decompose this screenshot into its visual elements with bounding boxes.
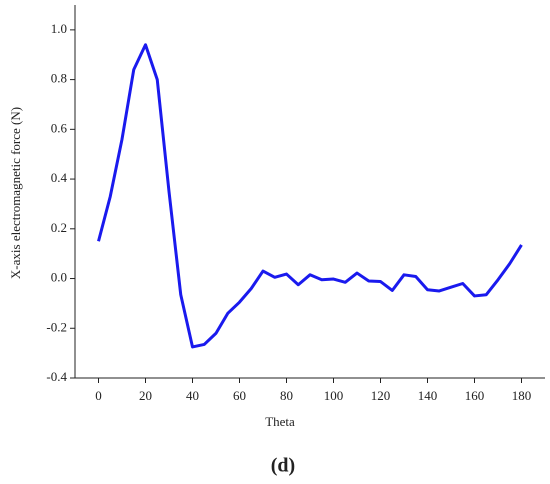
y-tick-label: 0.0 (51, 270, 67, 285)
x-tick-label: 20 (139, 388, 152, 403)
x-tick-label: 120 (371, 388, 391, 403)
line (97, 43, 523, 349)
y-tick-label: 0.2 (51, 220, 67, 235)
y-tick-label: -0.2 (46, 319, 67, 334)
y-tick-label: 0.4 (51, 170, 68, 185)
y-axis-label: X-axis electromagnetic force (N) (8, 107, 23, 279)
x-tick-label: 180 (512, 388, 532, 403)
x-tick-label: 0 (95, 388, 102, 403)
x-tick-label: 40 (186, 388, 199, 403)
y-tick-label: 0.6 (51, 120, 68, 135)
y-tick-label: 0.8 (51, 71, 67, 86)
x-tick-label: 140 (418, 388, 438, 403)
x-tick-label: 80 (280, 388, 293, 403)
caption: (d) (271, 455, 295, 477)
x-tick-label: 60 (233, 388, 246, 403)
y-tick-label: 1.0 (51, 21, 67, 36)
y-tick-label: -0.4 (46, 369, 67, 384)
x-axis-label: Theta (265, 414, 295, 429)
x-tick-label: 100 (324, 388, 344, 403)
x-tick-label: 160 (465, 388, 485, 403)
